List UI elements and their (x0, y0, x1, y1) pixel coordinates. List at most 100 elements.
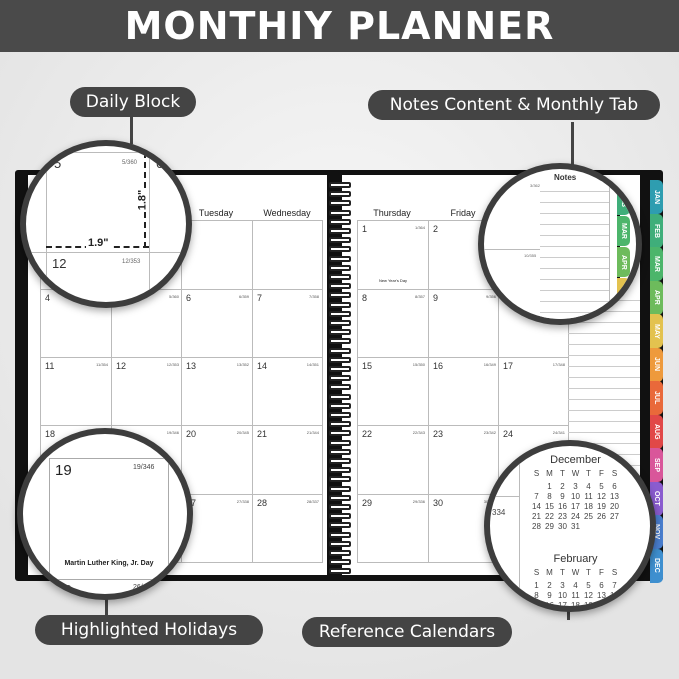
zoom-daily-block: /361 5 5/360 6 1.9" 1.8" 12 12/353 (20, 140, 192, 308)
day-cell[interactable]: 11 11/354 (40, 357, 111, 426)
mini-day: 17 (558, 601, 567, 610)
grid-line (26, 252, 186, 253)
tab-apr[interactable]: APR (650, 280, 663, 315)
day-cell[interactable] (252, 220, 323, 289)
notes-line (568, 421, 640, 422)
spiral-coil (329, 366, 351, 372)
mini-day: 24 (556, 611, 569, 612)
day-cell[interactable]: 23 23/342 (428, 425, 499, 494)
day-number: 23 (433, 429, 444, 439)
day-number: 7 (257, 293, 263, 303)
mini-day: 24 (571, 512, 580, 521)
day-cell[interactable]: 14 14/351 (252, 357, 323, 426)
tab-apr[interactable]: APR (617, 247, 630, 277)
day-cell[interactable]: 9 9/356 (428, 289, 499, 358)
day-cell[interactable]: 7 7/358 (252, 289, 323, 358)
mini-day: 16 (545, 601, 554, 610)
weekday-label: S (533, 568, 540, 577)
day-of-year: 14/351 (306, 362, 319, 367)
tab-jul[interactable]: JUL (650, 381, 663, 415)
mini-day: 8 (547, 492, 552, 501)
day-cell[interactable]: 6 6/359 (181, 289, 252, 358)
spiral-coil (329, 504, 351, 510)
day-header-thursday: Thursday (373, 208, 411, 218)
mini-day: 23 (543, 611, 556, 612)
day-cell[interactable]: 21 21/344 (252, 425, 323, 494)
tab-may[interactable]: MAY (650, 314, 663, 348)
grid-line (46, 146, 47, 302)
weekday-label: F (599, 469, 604, 478)
callout-daily-block: Daily Block (70, 87, 196, 117)
tab-mar[interactable]: MAR (650, 247, 663, 281)
spiral-coil (329, 384, 351, 391)
spiral-coil (329, 430, 351, 437)
day-of-year: 1/364 (414, 225, 425, 230)
day-cell[interactable]: 22 22/343 (357, 425, 428, 494)
mini-day: 11 (584, 492, 593, 501)
spiral-coil (329, 402, 351, 409)
mini-day: 15 (545, 502, 554, 511)
spiral-coil (329, 218, 351, 225)
mini-day: 12 (584, 591, 593, 600)
day-number: 12 (116, 361, 127, 371)
connector-line (571, 122, 574, 168)
mini-day: 5 (586, 581, 591, 590)
spiral-coil (329, 329, 351, 336)
mini-day: 1 (547, 482, 552, 491)
day-number: 26 (55, 582, 72, 599)
tab-dec[interactable]: DEC (650, 548, 663, 583)
mini-day: 5 (599, 482, 604, 491)
day-of-year: 17/348 (552, 362, 565, 367)
notes-line (568, 322, 640, 323)
mini-day: 14 (610, 591, 619, 600)
mini-day: 20 (597, 601, 606, 610)
day-of-year: 27/338 (236, 499, 249, 504)
day-number: 29 (362, 498, 373, 508)
spiral-coil (329, 421, 351, 428)
spiral-coil (329, 540, 351, 547)
spiral-coil (329, 356, 351, 363)
spiral-coil (329, 292, 351, 299)
day-cell[interactable]: 13 13/352 (181, 357, 252, 426)
tab-feb[interactable]: FEB (617, 185, 630, 215)
mini-day: 29 (545, 522, 554, 531)
day-number: 9 (433, 293, 439, 303)
mini-day: 14 (532, 502, 541, 511)
weekday-label: W (571, 568, 580, 577)
weekday-label: T (560, 568, 565, 577)
day-of-year: 19/346 (166, 430, 179, 435)
tab-sep[interactable]: SEP (650, 448, 663, 482)
day-cell[interactable]: 20 20/345 (181, 425, 252, 494)
notes-line (568, 443, 640, 444)
day-cell[interactable]: 8 8/357 (357, 289, 428, 358)
day-cell[interactable]: 15 15/350 (357, 357, 428, 426)
day-header-tuesday: Tuesday (198, 208, 234, 218)
mini-day (530, 482, 543, 491)
tab-jan[interactable]: JAN (650, 180, 663, 214)
day-cell[interactable]: 1 1/364 New Year's Day (357, 220, 428, 289)
day-number: 28 (257, 498, 268, 508)
mini-day: 18 (584, 502, 593, 511)
mini-day: 22 (530, 611, 543, 612)
spiral-coil (329, 246, 351, 253)
weekday-label: S (533, 469, 540, 478)
spiral-coil (329, 310, 351, 317)
day-cell[interactable]: 12 12/353 (111, 357, 182, 426)
day-number: 1 (362, 224, 368, 234)
tab-aug[interactable]: AUG (650, 414, 663, 449)
day-cell[interactable]: 16 16/349 (428, 357, 499, 426)
day-of-year: 5/360 (168, 294, 179, 299)
tab-mar[interactable]: MAR (617, 216, 630, 246)
tab-feb[interactable]: FEB (650, 213, 663, 248)
tab-may[interactable]: MA (617, 278, 630, 308)
spiral-coil (329, 559, 351, 566)
day-of-year: 10/355 (524, 253, 537, 258)
day-cell[interactable]: 17 17/348 (498, 357, 569, 426)
day-cell[interactable]: 29 29/336 (357, 494, 428, 563)
tab-jun[interactable]: JUN (650, 347, 663, 382)
spiral-coil (329, 182, 351, 188)
day-cell[interactable]: 28 28/337 (252, 494, 323, 563)
day-number: 18 (45, 429, 56, 439)
weekday-label: S (611, 469, 618, 478)
day-of-year: 24/341 (552, 430, 565, 435)
